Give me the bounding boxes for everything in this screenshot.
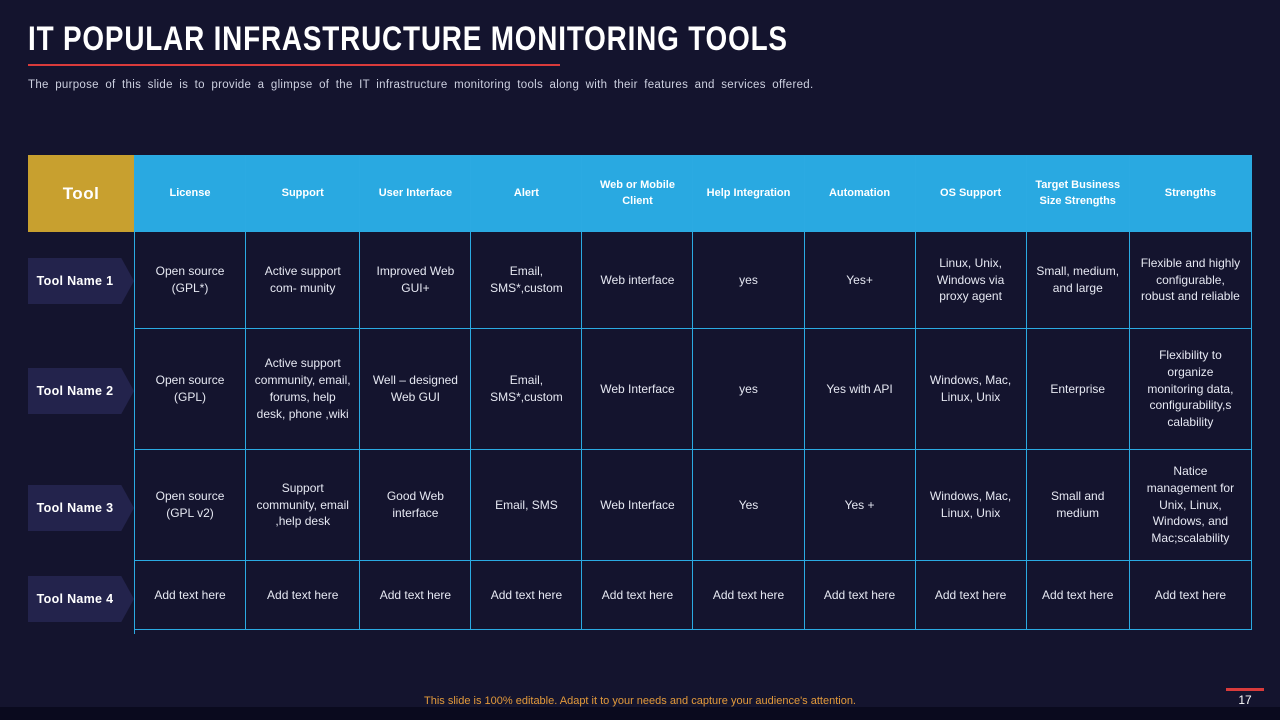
page-number: 17	[1226, 688, 1264, 708]
table-cell: Good Web interface	[360, 450, 472, 561]
table-cell: yes	[693, 329, 805, 450]
page-title: IT popular infrastructure monitoring too…	[28, 20, 788, 58]
tools-table: Tool Tool Name 1 Tool Name 2 Tool Name 3…	[28, 155, 1252, 634]
tool-row-label: Tool Name 4	[28, 576, 134, 622]
tool-row-label: Tool Name 2	[28, 368, 134, 414]
table-cell: Add text here	[246, 561, 361, 630]
table-cell: Windows, Mac, Linux, Unix	[915, 329, 1027, 450]
table-body: License Support User Interface Alert Web…	[134, 155, 1252, 634]
bottom-bar	[0, 707, 1280, 720]
table-cell: Add text here	[135, 561, 247, 630]
column-header-web-or-mobile-client: Web or Mobile Client	[582, 156, 694, 232]
page-subtitle: The purpose of this slide is to provide …	[28, 79, 814, 91]
table-cell: yes	[693, 232, 805, 329]
table-cell: Active support community, email, forums,…	[246, 329, 361, 450]
table-cell: Small, medium, and large	[1026, 232, 1130, 329]
table-cell: Email, SMS*,custom	[471, 232, 583, 329]
tool-row-label: Tool Name 1	[28, 258, 134, 304]
table-cell: Open source (GPL v2)	[135, 450, 247, 561]
table-cell: Open source (GPL)	[135, 329, 247, 450]
table-cell: Add text here	[804, 561, 916, 630]
table-cell: Add text here	[915, 561, 1027, 630]
table-cell: Natice management for Unix, Linux, Windo…	[1129, 450, 1252, 561]
table-cell: Windows, Mac, Linux, Unix	[915, 450, 1027, 561]
tool-row-label: Tool Name 3	[28, 485, 134, 531]
table-cell: Small and medium	[1026, 450, 1130, 561]
tool-label-slot: Tool Name 2	[28, 330, 134, 452]
tool-label-slot: Tool Name 4	[28, 564, 134, 634]
column-header-target-business-size: Target Business Size Strengths	[1026, 156, 1130, 232]
tool-header-cell: Tool	[28, 155, 134, 232]
table-cell: Yes+	[804, 232, 916, 329]
table-cell: Add text here	[1129, 561, 1252, 630]
table-cell: Enterprise	[1026, 329, 1130, 450]
column-header-alert: Alert	[471, 156, 583, 232]
table-cell: Flexibility to organize monitoring data,…	[1129, 329, 1252, 450]
table-cell: Active support com- munity	[246, 232, 361, 329]
table-cell: Open source (GPL*)	[135, 232, 247, 329]
table-cell: Yes	[693, 450, 805, 561]
table-cell: Add text here	[693, 561, 805, 630]
column-header-strengths: Strengths	[1129, 156, 1252, 232]
table-cell: Improved Web GUI+	[360, 232, 472, 329]
table-cell: Yes +	[804, 450, 916, 561]
tool-column: Tool Tool Name 1 Tool Name 2 Tool Name 3…	[28, 155, 134, 634]
table-cell: Support community, email ,help desk	[246, 450, 361, 561]
column-header-user-interface: User Interface	[360, 156, 472, 232]
column-header-help-integration: Help Integration	[693, 156, 805, 232]
table-cell: Add text here	[1026, 561, 1130, 630]
table-cell: Email, SMS	[471, 450, 583, 561]
tool-label-slot: Tool Name 3	[28, 452, 134, 564]
column-header-automation: Automation	[804, 156, 916, 232]
table-cell: Web interface	[582, 232, 694, 329]
column-header-support: Support	[246, 156, 361, 232]
table-cell: Add text here	[582, 561, 694, 630]
table-cell: Email, SMS*,custom	[471, 329, 583, 450]
table-cell: Linux, Unix, Windows via proxy agent	[915, 232, 1027, 329]
table-cell: Flexible and highly configurable, robust…	[1129, 232, 1252, 329]
title-underline	[28, 64, 560, 66]
column-header-license: License	[135, 156, 247, 232]
table-cell: Web Interface	[582, 329, 694, 450]
table-cell: Well – designed Web GUI	[360, 329, 472, 450]
table-cell: Add text here	[471, 561, 583, 630]
tool-label-slot: Tool Name 1	[28, 232, 134, 330]
footer-note: This slide is 100% editable. Adapt it to…	[424, 695, 856, 707]
table-cell: Yes with API	[804, 329, 916, 450]
column-header-os-support: OS Support	[915, 156, 1027, 232]
table-cell: Web Interface	[582, 450, 694, 561]
table-cell: Add text here	[360, 561, 472, 630]
